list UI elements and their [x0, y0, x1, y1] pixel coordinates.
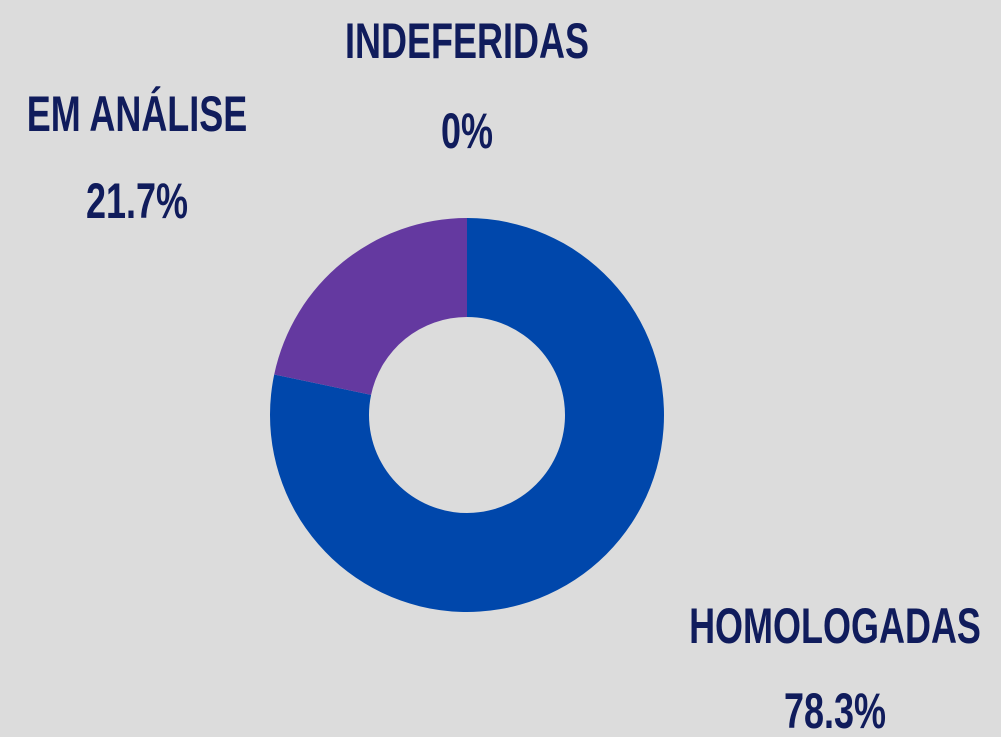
label-group: 21.7% [86, 175, 188, 230]
value-label: 78.3% [784, 685, 886, 737]
label-group: 0% [441, 105, 493, 160]
slice-label: INDEFERIDAS [345, 15, 589, 70]
slice-label: EM ANÁLISE [27, 85, 248, 142]
donut-slice [274, 218, 467, 395]
label-group: 78.3% [784, 685, 886, 737]
value-label: 21.7% [86, 175, 188, 230]
label-group: EM ANÁLISE [27, 85, 248, 142]
slice-label: HOMOLOGADAS [689, 600, 981, 655]
value-label: 0% [441, 105, 493, 160]
label-group: HOMOLOGADAS [689, 600, 981, 655]
donut-slice [270, 218, 664, 612]
label-group: INDEFERIDAS [345, 15, 589, 70]
